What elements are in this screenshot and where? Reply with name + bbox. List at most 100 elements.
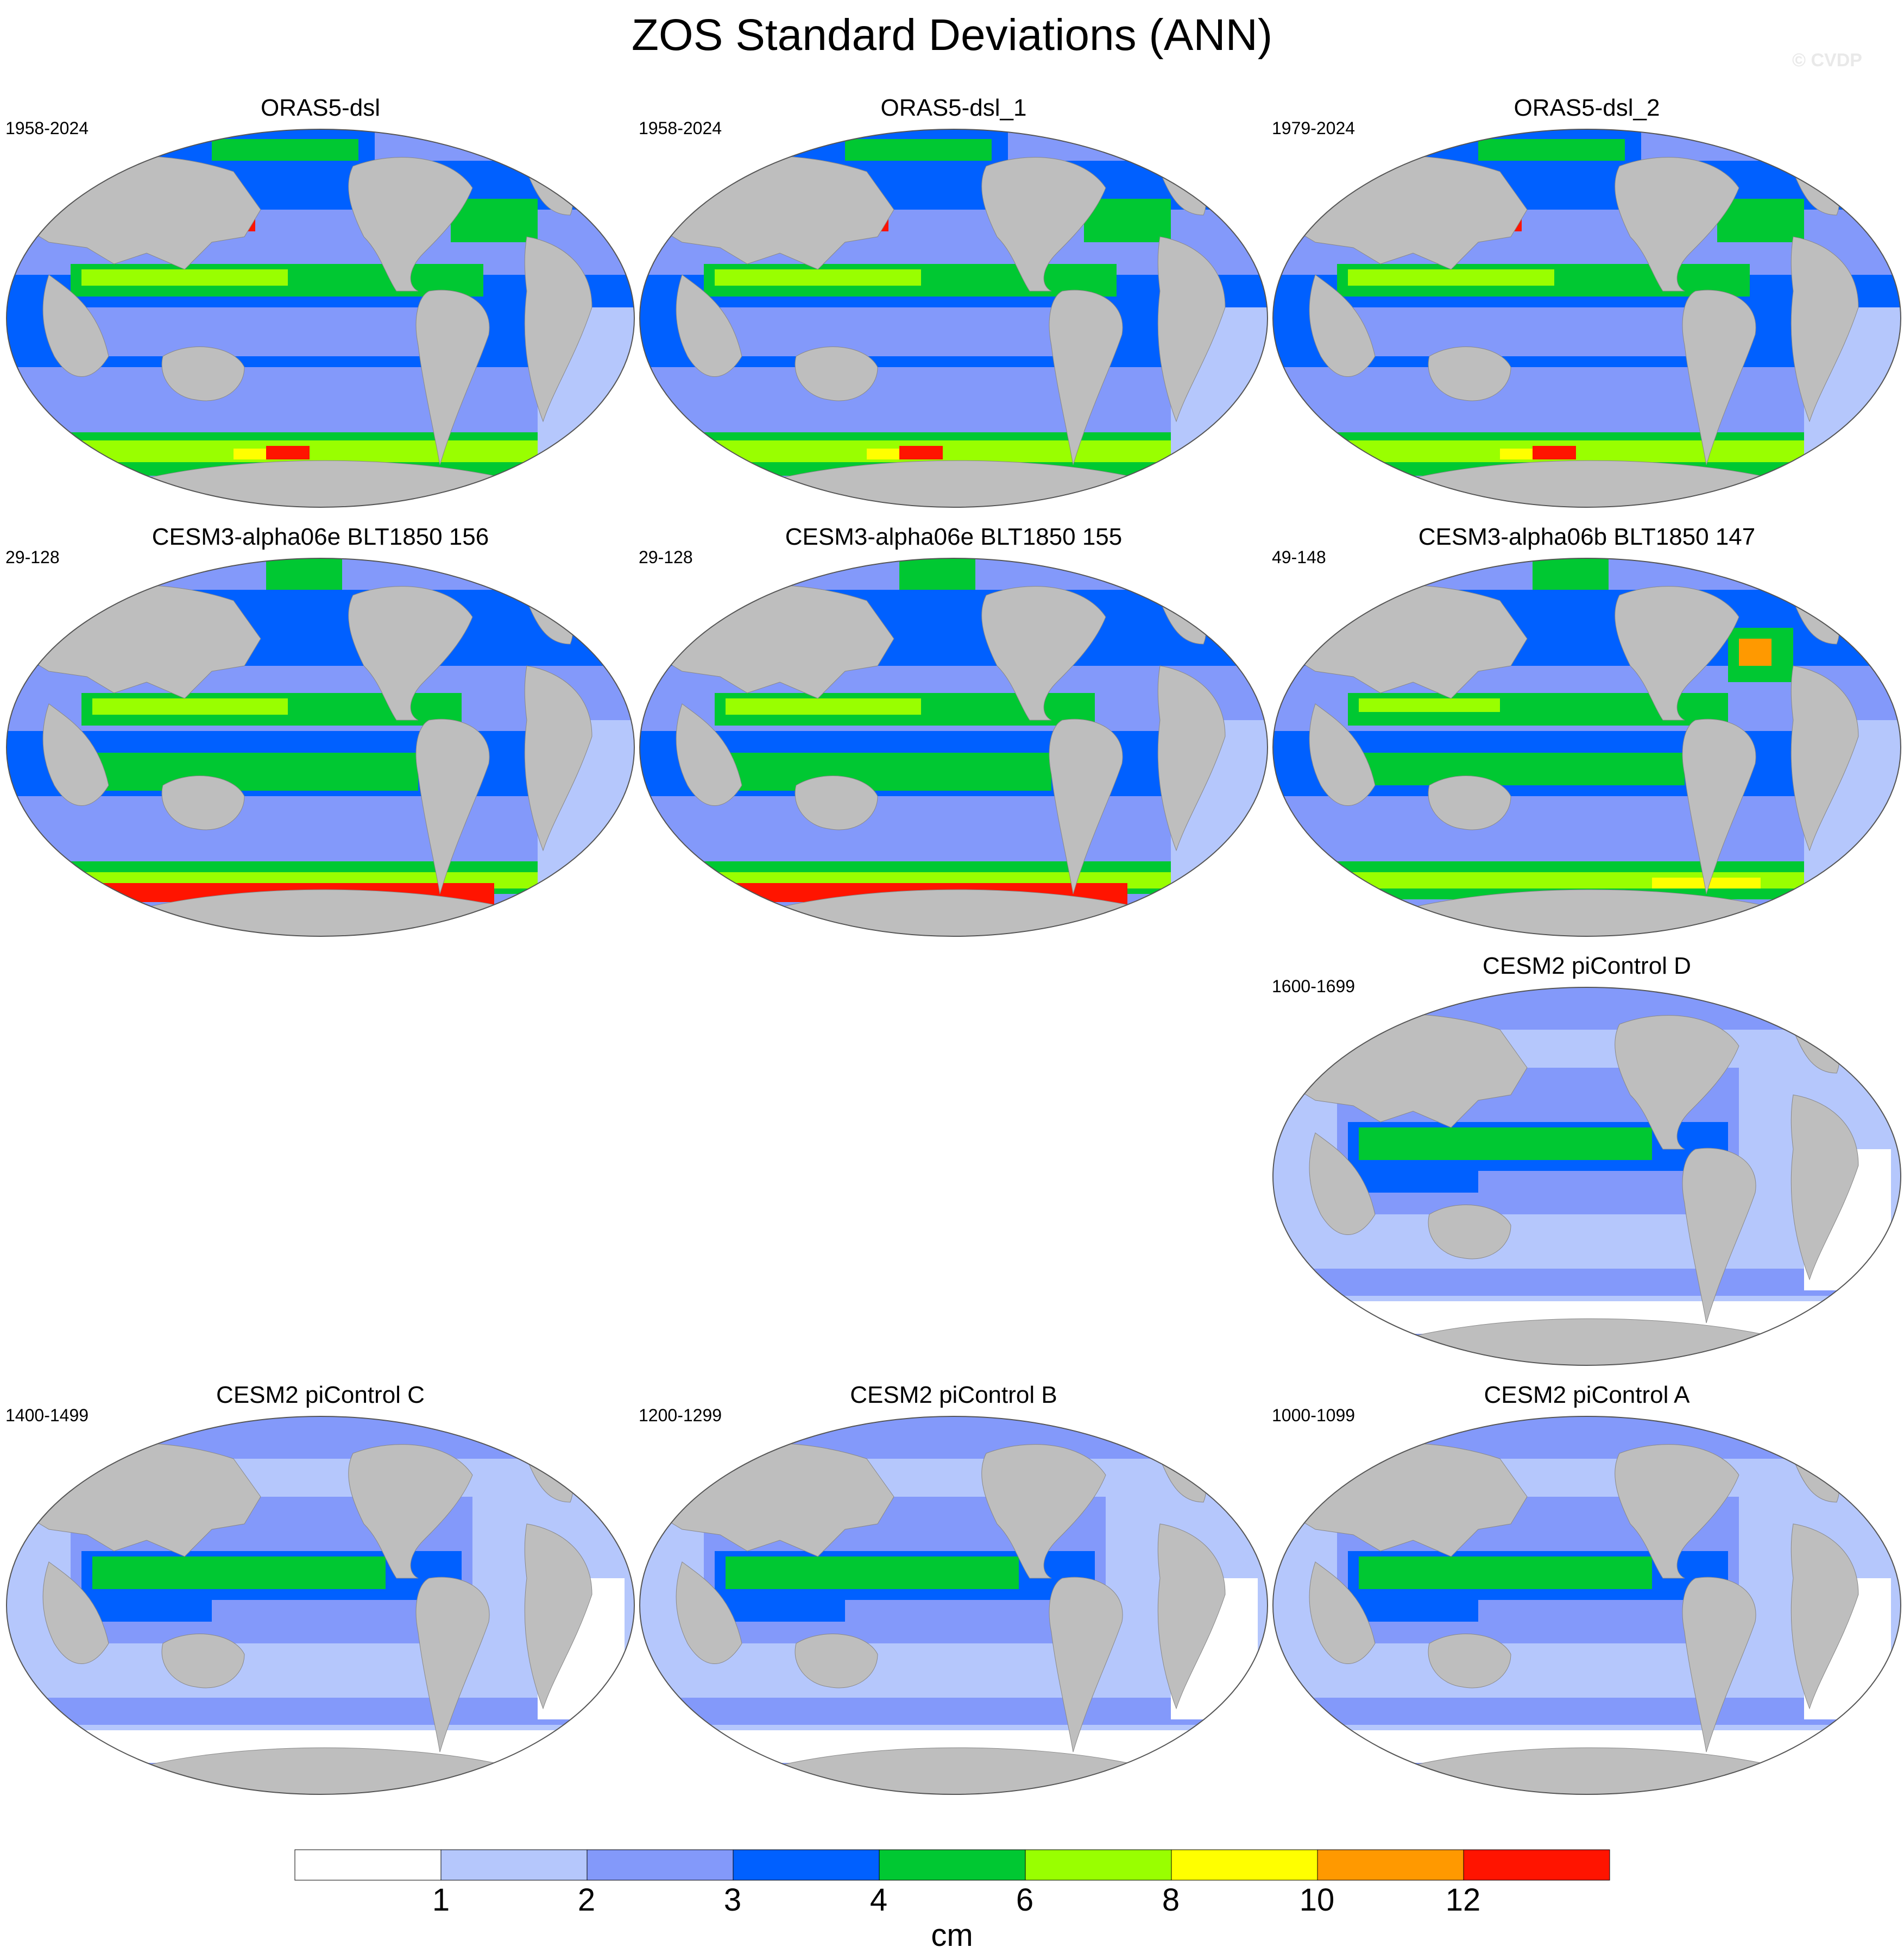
land-mass	[348, 157, 473, 292]
std-dev-band	[640, 367, 1268, 438]
std-dev-band	[1348, 1600, 1478, 1622]
std-dev-band	[845, 139, 992, 161]
land-mass	[1428, 1634, 1511, 1688]
world-map	[1272, 129, 1901, 508]
land-mass	[42, 274, 109, 377]
land-mass	[676, 1561, 742, 1664]
std-dev-band	[1717, 199, 1804, 242]
colorbar-tick-label: 8	[1162, 1882, 1180, 1918]
world-map	[639, 558, 1268, 937]
cvdp-watermark: © CVDP	[1792, 50, 1862, 71]
land-mass	[1615, 1444, 1739, 1579]
land-mass	[161, 1634, 245, 1688]
land-mass	[1428, 1205, 1511, 1259]
std-dev-band	[726, 1556, 1019, 1589]
std-dev-band	[1337, 753, 1685, 785]
map-outline	[639, 1416, 1268, 1795]
std-dev-band	[1739, 639, 1771, 666]
colorbar-units: cm	[931, 1918, 973, 1953]
world-map	[6, 558, 635, 937]
map-outline	[1272, 558, 1901, 937]
land-mass	[795, 346, 878, 401]
land-mass	[795, 776, 878, 830]
land-mass	[1309, 703, 1376, 806]
std-dev-band	[1359, 698, 1500, 712]
panel-years: 1000-1099	[1272, 1406, 1356, 1425]
colorbar-tick-label: 3	[723, 1882, 742, 1918]
land-mass	[161, 776, 245, 830]
std-dev-band	[1533, 446, 1576, 459]
std-dev-band	[71, 753, 418, 791]
map-panel-cesm3-147: CESM3-alpha06b BLT1850 147 49-148	[1272, 521, 1902, 940]
panel-years: 29-128	[639, 547, 693, 567]
std-dev-band	[715, 269, 921, 286]
panel-title: ORAS5-dsl	[260, 94, 381, 121]
land-mass	[415, 719, 490, 894]
land-mass	[1049, 289, 1123, 465]
std-dev-band	[1533, 558, 1609, 590]
land-mass	[42, 1561, 109, 1664]
map-outline	[6, 1416, 635, 1795]
panel-years: 1958-2024	[5, 118, 89, 138]
map-outline	[1272, 1416, 1901, 1795]
land-mass	[415, 289, 490, 465]
land-mass	[524, 665, 592, 852]
colorbar-segment	[733, 1849, 880, 1881]
std-dev-band	[81, 1600, 212, 1622]
land-mass	[676, 274, 742, 377]
std-dev-band	[640, 796, 1268, 861]
land-mass	[1790, 665, 1859, 852]
land-mass	[1049, 719, 1123, 894]
land-mass	[348, 1444, 473, 1579]
map-outline	[1272, 987, 1901, 1366]
colorbar-tick-label: 12	[1445, 1882, 1481, 1918]
std-dev-band	[899, 558, 975, 590]
land-mass	[161, 346, 245, 401]
map-panel-oras5-dsl-1: ORAS5-dsl_1 1958-2024	[639, 92, 1269, 511]
panel-years: 1958-2024	[639, 118, 722, 138]
land-mass	[1309, 1132, 1376, 1235]
std-dev-band	[266, 558, 342, 590]
world-map	[1272, 1416, 1901, 1795]
std-dev-band	[1273, 1698, 1901, 1725]
land-mass	[1428, 346, 1511, 401]
std-dev-band	[92, 698, 288, 715]
panel-title: CESM3-alpha06e BLT1850 155	[785, 524, 1123, 550]
std-dev-band	[1273, 1269, 1901, 1296]
std-dev-band	[1359, 1556, 1652, 1589]
std-dev-band	[899, 446, 943, 459]
std-dev-band	[1348, 1171, 1478, 1193]
map-outline	[6, 558, 635, 937]
land-mass	[1790, 1523, 1859, 1710]
land-mass	[1309, 274, 1376, 377]
world-map	[1272, 987, 1901, 1366]
std-dev-band	[715, 1600, 845, 1622]
map-panel-cesm2-d: CESM2 piControl D 1600-1699	[1272, 950, 1902, 1369]
std-dev-band	[640, 1698, 1268, 1725]
std-dev-band	[1273, 367, 1901, 438]
land-mass	[795, 1634, 878, 1688]
panel-title: CESM2 piControl C	[216, 1382, 425, 1408]
std-dev-band	[1337, 307, 1739, 356]
land-mass	[1615, 586, 1739, 721]
land-mass	[1157, 1523, 1226, 1710]
land-mass	[1682, 1577, 1756, 1753]
world-map	[1272, 558, 1901, 937]
land-mass	[981, 157, 1106, 292]
std-dev-band	[451, 199, 538, 242]
std-dev-band	[1359, 1127, 1652, 1160]
std-dev-band	[92, 1556, 386, 1589]
colorbar-segment	[294, 1849, 442, 1881]
land-mass	[1682, 289, 1756, 465]
colorbar-tick-label: 6	[1016, 1882, 1034, 1918]
map-panel-oras5-dsl-2: ORAS5-dsl_2 1979-2024	[1272, 92, 1902, 511]
land-mass	[1157, 665, 1226, 852]
std-dev-band	[1084, 199, 1171, 242]
panel-years: 1979-2024	[1272, 118, 1356, 138]
world-map	[639, 129, 1268, 508]
land-mass	[1309, 1561, 1376, 1664]
map-panel-oras5-dsl: ORAS5-dsl 1958-2024	[5, 92, 635, 511]
land-mass	[1790, 1094, 1859, 1281]
panel-title: ORAS5-dsl_2	[1514, 94, 1660, 121]
